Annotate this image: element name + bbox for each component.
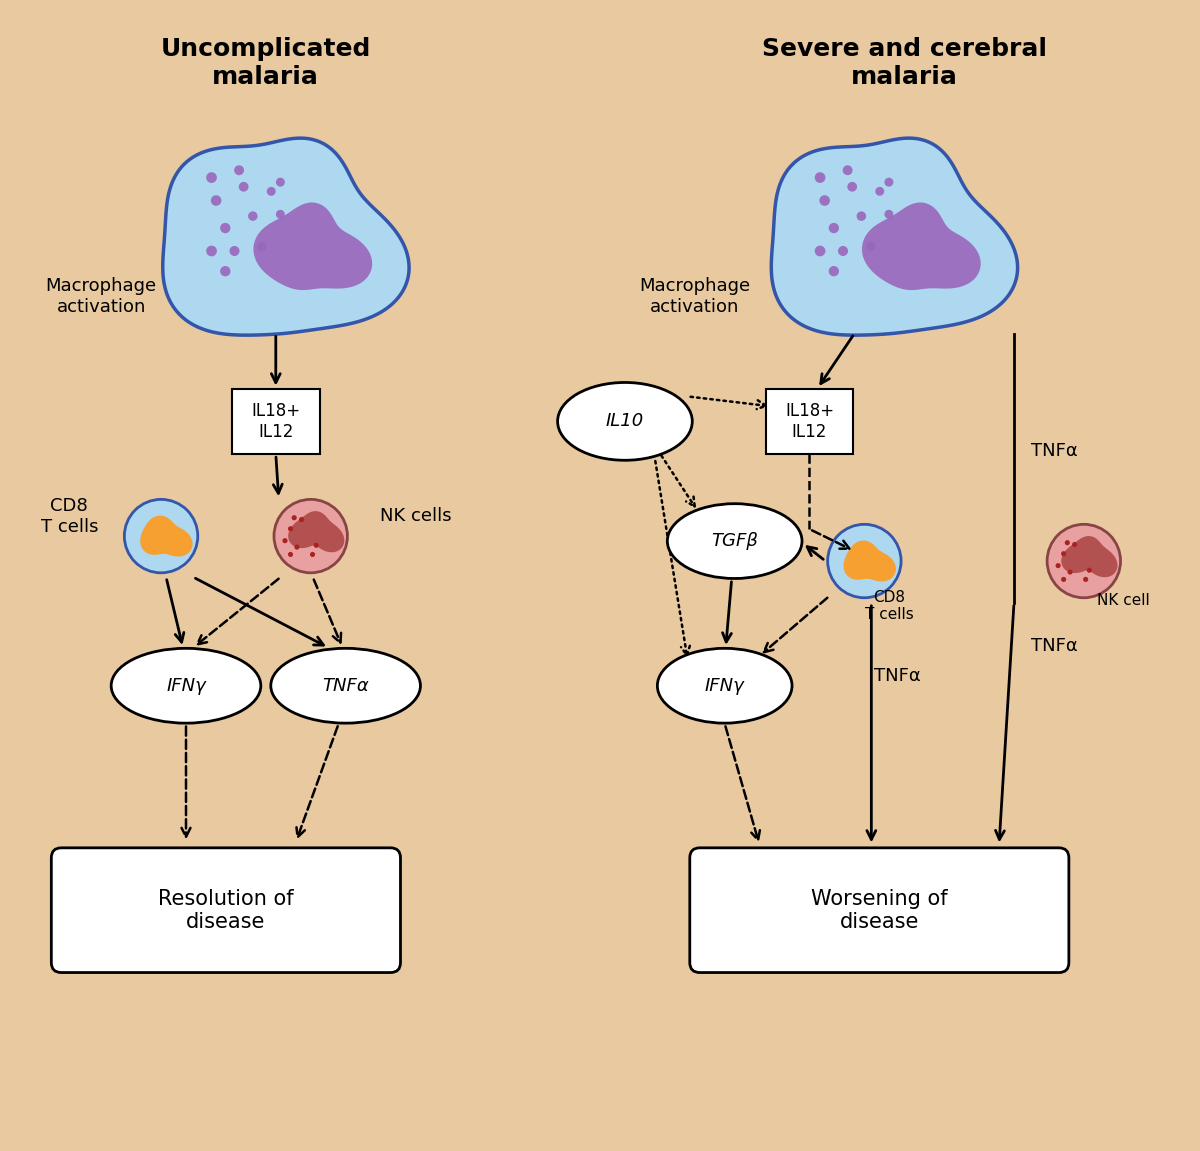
Text: TNFα: TNFα — [1031, 637, 1078, 655]
Circle shape — [875, 186, 884, 196]
Circle shape — [1072, 542, 1078, 547]
Text: CD8
T cells: CD8 T cells — [41, 497, 98, 535]
Circle shape — [828, 525, 901, 597]
Circle shape — [847, 182, 857, 191]
Circle shape — [282, 539, 288, 543]
Circle shape — [1084, 577, 1088, 582]
Text: Macrophage
activation: Macrophage activation — [46, 277, 157, 317]
Polygon shape — [253, 203, 372, 290]
Circle shape — [276, 177, 284, 186]
Text: IL10: IL10 — [606, 412, 644, 430]
Circle shape — [258, 242, 266, 251]
Polygon shape — [1061, 536, 1117, 577]
Circle shape — [1061, 551, 1067, 556]
Circle shape — [234, 166, 244, 175]
Circle shape — [288, 526, 293, 532]
Circle shape — [220, 266, 230, 276]
FancyBboxPatch shape — [690, 848, 1069, 973]
Circle shape — [313, 543, 319, 548]
Text: IL18+
IL12: IL18+ IL12 — [785, 402, 834, 441]
Ellipse shape — [271, 648, 420, 723]
Circle shape — [294, 544, 300, 550]
Text: Severe and cerebral
malaria: Severe and cerebral malaria — [762, 37, 1046, 89]
Text: TNFα: TNFα — [875, 666, 922, 685]
Text: CD8
T cells: CD8 T cells — [865, 589, 913, 623]
Polygon shape — [862, 203, 980, 290]
Circle shape — [239, 182, 248, 191]
Circle shape — [229, 246, 240, 256]
Polygon shape — [844, 541, 896, 581]
Circle shape — [248, 212, 258, 221]
Text: IFNγ: IFNγ — [704, 677, 744, 695]
FancyBboxPatch shape — [232, 389, 319, 453]
Circle shape — [206, 245, 217, 257]
Circle shape — [1048, 525, 1121, 597]
FancyBboxPatch shape — [52, 848, 401, 973]
Circle shape — [274, 500, 348, 573]
Circle shape — [220, 223, 230, 234]
Circle shape — [299, 517, 304, 523]
Circle shape — [815, 245, 826, 257]
Circle shape — [815, 173, 826, 183]
Polygon shape — [140, 516, 192, 557]
Circle shape — [310, 551, 316, 557]
Circle shape — [206, 173, 217, 183]
Circle shape — [211, 196, 222, 206]
Text: TNFα: TNFα — [1031, 442, 1078, 460]
Circle shape — [125, 500, 198, 573]
Circle shape — [842, 166, 852, 175]
Ellipse shape — [667, 504, 802, 579]
Text: Macrophage
activation: Macrophage activation — [640, 277, 750, 317]
Text: Worsening of
disease: Worsening of disease — [811, 889, 948, 932]
Circle shape — [820, 196, 830, 206]
Circle shape — [857, 212, 866, 221]
Polygon shape — [163, 138, 409, 335]
Text: NK cell: NK cell — [1097, 594, 1150, 609]
Circle shape — [1068, 570, 1073, 574]
Circle shape — [288, 551, 293, 557]
Polygon shape — [288, 511, 344, 552]
Ellipse shape — [558, 382, 692, 460]
Circle shape — [266, 186, 276, 196]
Circle shape — [884, 177, 893, 186]
Circle shape — [1087, 567, 1092, 573]
Circle shape — [1056, 563, 1061, 569]
Text: IFNγ: IFNγ — [166, 677, 206, 695]
Circle shape — [829, 266, 839, 276]
Circle shape — [838, 246, 848, 256]
Text: TGFβ: TGFβ — [712, 532, 758, 550]
Circle shape — [1064, 540, 1070, 546]
Polygon shape — [772, 138, 1018, 335]
Circle shape — [276, 209, 284, 219]
Circle shape — [866, 242, 875, 251]
Circle shape — [829, 223, 839, 234]
Text: TNFα: TNFα — [323, 677, 368, 695]
Text: NK cells: NK cells — [379, 508, 451, 525]
Ellipse shape — [112, 648, 260, 723]
Ellipse shape — [658, 648, 792, 723]
Circle shape — [292, 516, 296, 520]
Text: IL18+
IL12: IL18+ IL12 — [251, 402, 300, 441]
Circle shape — [1061, 577, 1067, 582]
FancyBboxPatch shape — [766, 389, 853, 453]
Text: Uncomplicated
malaria: Uncomplicated malaria — [161, 37, 371, 89]
Text: Resolution of
disease: Resolution of disease — [158, 889, 294, 932]
Circle shape — [884, 209, 893, 219]
